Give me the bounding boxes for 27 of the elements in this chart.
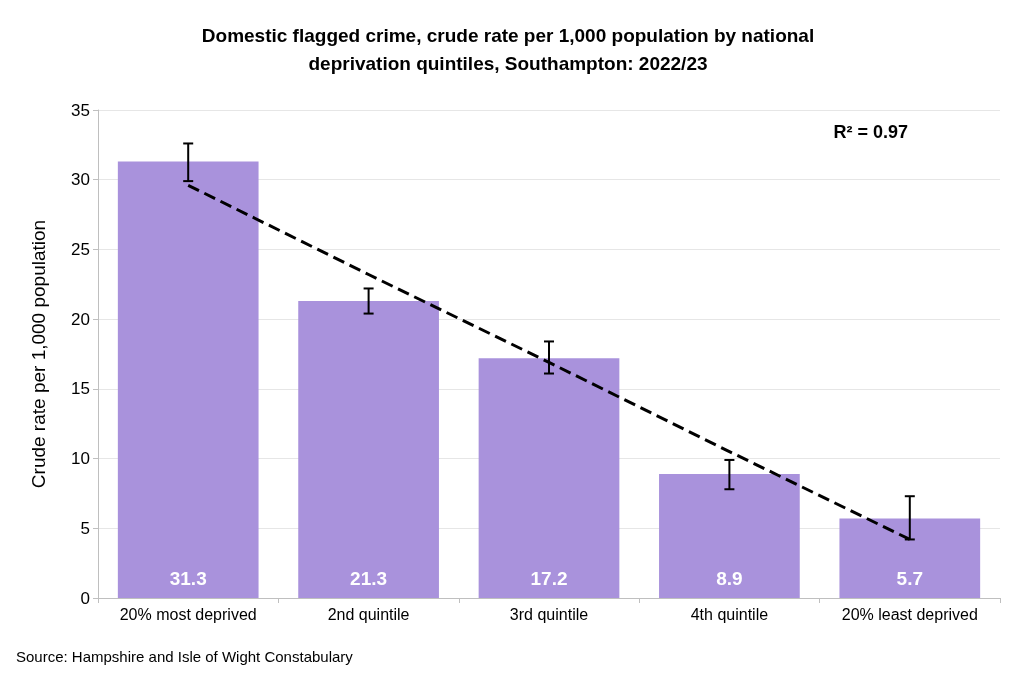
- bar: [478, 358, 620, 598]
- data-label: 8.9: [716, 568, 743, 589]
- bar: [659, 473, 800, 598]
- bar: [117, 161, 259, 598]
- y-tick-label: 5: [80, 518, 90, 538]
- y-tick-label: 25: [71, 239, 90, 259]
- x-tick-label: 2nd quintile: [327, 605, 410, 623]
- y-tick-label: 35: [71, 100, 90, 120]
- data-label: 17.2: [530, 568, 568, 589]
- data-label: 5.7: [896, 568, 924, 589]
- y-tick-label: 15: [71, 379, 90, 399]
- bar: [839, 518, 981, 598]
- y-tick-label: 10: [71, 449, 90, 469]
- source-note: Source: Hampshire and Isle of Wight Constabulary: [16, 648, 354, 665]
- y-tick-label: 0: [80, 588, 90, 608]
- data-label: 31.3: [169, 568, 207, 589]
- x-tick-label: 20% most deprived: [119, 605, 257, 623]
- chart-title: Domestic flagged crime, crude rate per 1,000 population by national deprivation quintiles, Southampton: 2022/23: [201, 24, 815, 74]
- annotation: R² = 0.97: [833, 122, 909, 142]
- y-tick-label: 20: [71, 309, 90, 329]
- x-tick-label: 20% least deprived: [841, 605, 978, 623]
- data-label: 21.3: [350, 568, 388, 589]
- y-axis-title: Crude rate per 1,000 population: [28, 219, 49, 489]
- bar: [298, 301, 439, 598]
- x-tick-label: 4th quintile: [690, 605, 769, 623]
- y-tick-label: 30: [71, 170, 90, 190]
- x-tick-label: 3rd quintile: [509, 605, 589, 623]
